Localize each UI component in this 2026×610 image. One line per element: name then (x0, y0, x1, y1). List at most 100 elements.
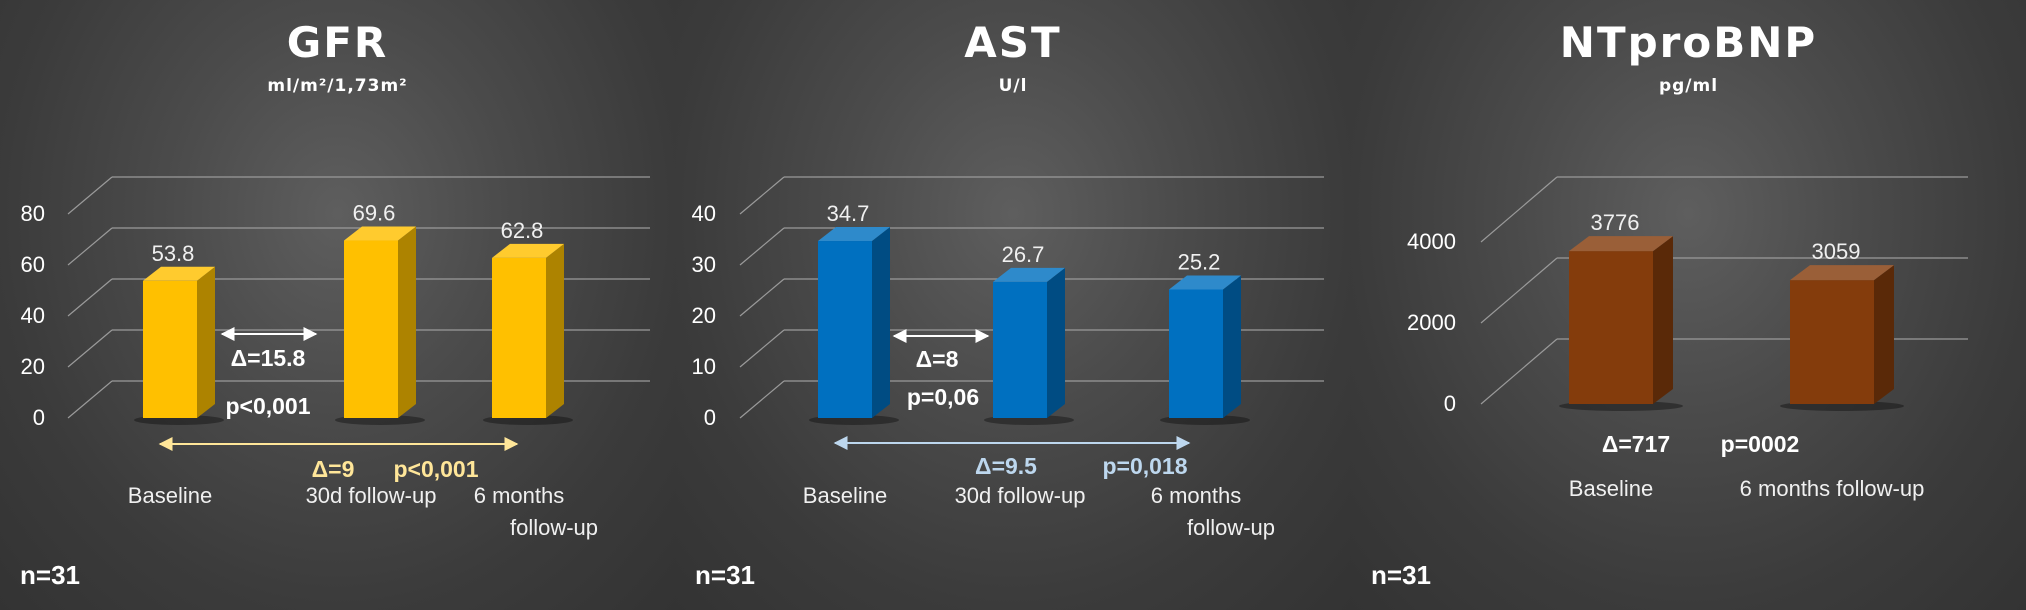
y-tick-label: 2000 (1407, 310, 1456, 335)
bar-front (1169, 289, 1223, 418)
chart-unit: pg/ml (1658, 76, 1719, 96)
bar-side (872, 227, 890, 418)
y-tick-label: 30 (692, 252, 716, 277)
sample-size: n=31 (1371, 560, 1431, 590)
bar-side (1653, 236, 1673, 404)
bar (1559, 236, 1683, 411)
category-label: 30d follow-up (955, 483, 1086, 508)
bar-front (993, 281, 1047, 418)
gridline-diagonal (739, 329, 785, 368)
bar-top (1569, 236, 1673, 252)
category-label: 6 months follow-up (474, 483, 598, 540)
chart-title: AST (964, 18, 1062, 67)
bar-front (143, 280, 197, 418)
bar (483, 243, 573, 425)
bar-top (1169, 275, 1241, 290)
bar-side (1047, 267, 1065, 418)
y-tick-label: 0 (1444, 391, 1456, 416)
gridline-diagonal (1480, 257, 1558, 324)
gridline-diagonal (739, 380, 785, 419)
delta-label: Δ=8 (916, 346, 959, 372)
bar-front (492, 257, 546, 418)
data-label: 3776 (1591, 210, 1640, 235)
sample-size: n=31 (695, 560, 755, 590)
chart-title: GFR (286, 18, 389, 67)
y-tick-label: 20 (692, 303, 716, 328)
bar-top (993, 267, 1065, 282)
plot-area: 0 2000 4000 3776 3059 Baseline 6 months follow… (1407, 176, 1968, 501)
category-label: 6 months follow-up (1151, 483, 1275, 540)
bar-front (1790, 280, 1874, 404)
bar-top (818, 227, 890, 242)
y-tick-label: 10 (692, 354, 716, 379)
gridline-diagonal (739, 176, 785, 215)
bar-top (344, 226, 416, 241)
y-tick-label: 0 (33, 405, 45, 430)
ast-panel: AST U/l 0 10 20 30 40 34.7 26.7 25.2 Baseline 30d… (675, 0, 1351, 610)
y-tick-label: 0 (704, 405, 716, 430)
category-label: Baseline (1569, 476, 1653, 501)
data-label: 53.8 (152, 241, 195, 266)
data-label: 62.8 (501, 218, 544, 243)
delta-label: Δ=717 (1602, 431, 1670, 457)
category-label: 6 months follow-up (1740, 476, 1925, 501)
gridline-diagonal (739, 278, 785, 317)
bar-top (143, 266, 215, 281)
bar-side (398, 226, 416, 418)
gridline-diagonal (67, 329, 113, 368)
y-tick-label: 60 (21, 252, 45, 277)
plot-area: 0 20 40 60 80 53.8 69.6 62.8 Baseline 30d follow-… (21, 176, 650, 540)
bar-side (1223, 275, 1241, 418)
data-label: 34.7 (827, 201, 870, 226)
delta-label: Δ=9 (312, 456, 355, 482)
bar (335, 226, 425, 425)
bar-top (1790, 265, 1894, 281)
ntprobnp-chart: 0 2000 4000 3776 3059 Baseline 6 months follow… (1407, 176, 1968, 501)
p-value-label: p<0,001 (393, 456, 478, 482)
y-tick-label: 80 (21, 201, 45, 226)
y-tick-label: 20 (21, 354, 45, 379)
y-tick-label: 40 (21, 303, 45, 328)
sample-size: n=31 (20, 560, 80, 590)
gridline-diagonal (739, 227, 785, 266)
data-label: 69.6 (353, 201, 396, 226)
gridline-diagonal (67, 227, 113, 266)
data-label: 26.7 (1002, 242, 1045, 267)
bar-side (546, 243, 564, 418)
data-label: 3059 (1812, 239, 1861, 264)
p-value-label: p=0,06 (907, 384, 979, 410)
plot-area: 0 10 20 30 40 34.7 26.7 25.2 Baseline 30d follow-… (692, 176, 1324, 540)
gfr-chart: 0 20 40 60 80 53.8 69.6 62.8 Baseline 30d follow-… (21, 176, 650, 540)
p-value-label: p=0002 (1721, 431, 1800, 457)
bar-top (492, 243, 564, 258)
ast-chart: 0 10 20 30 40 34.7 26.7 25.2 Baseline 30d follow-… (692, 176, 1324, 540)
bar-front (818, 241, 872, 418)
gridline-diagonal (1480, 176, 1558, 243)
bar-front (344, 240, 398, 418)
bar-front (1569, 251, 1653, 404)
bar (1160, 275, 1250, 425)
chart-title: NTproBNP (1559, 18, 1818, 67)
gridline-diagonal (67, 176, 113, 215)
gridline-diagonal (67, 278, 113, 317)
chart-unit: ml/m²/1,73m² (267, 76, 408, 96)
bar (809, 227, 899, 425)
delta-label: Δ=15.8 (231, 345, 306, 371)
p-value-label: p<0,001 (225, 393, 310, 419)
p-value-label: p=0,018 (1102, 453, 1187, 479)
gridline-diagonal (67, 380, 113, 419)
gridline-diagonal (1480, 338, 1558, 405)
data-label: 25.2 (1178, 249, 1221, 274)
delta-label: Δ=9.5 (975, 453, 1037, 479)
category-label: 30d follow-up (306, 483, 437, 508)
chart-unit: U/l (998, 76, 1028, 96)
ntprobnp-panel: NTproBNP pg/ml 0 2000 4000 3776 3059 Baseline… (1351, 0, 2026, 610)
bar (1780, 265, 1904, 411)
bar-side (1874, 265, 1894, 404)
bar-side (197, 266, 215, 418)
y-tick-label: 4000 (1407, 229, 1456, 254)
category-label: Baseline (128, 483, 212, 508)
bar (984, 267, 1074, 425)
y-tick-label: 40 (692, 201, 716, 226)
category-label: Baseline (803, 483, 887, 508)
